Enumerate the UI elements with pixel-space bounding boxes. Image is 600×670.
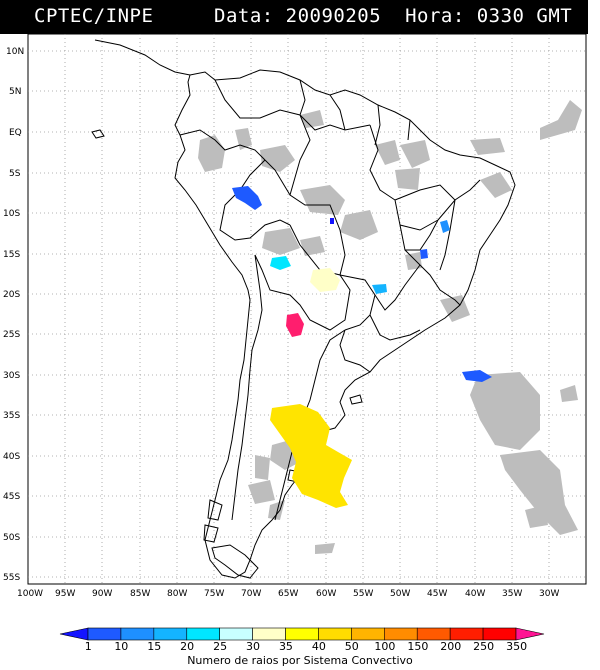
satellite-cloud-cover <box>198 100 582 554</box>
legend-tick-labels: 1 10 15 20 25 30 35 40 50 100 150 200 250 350 <box>0 640 600 654</box>
lat-label: 50S <box>3 533 20 543</box>
latitude-labels: 10N 5N EQ 5S 10S 15S 20S 25S 30S 35S 40S… <box>3 47 24 583</box>
longitude-labels: 100W 95W 90W 85W 80W 75W 70W 65W 60W 55W… <box>17 589 559 599</box>
source-label: CPTEC/INPE <box>34 5 154 27</box>
legend-tick-label: 50 <box>344 640 359 653</box>
lon-label: 90W <box>92 589 112 599</box>
legend-tick-label: 40 <box>311 640 326 653</box>
legend-tick-label: 10 <box>114 640 129 653</box>
lat-label: 10S <box>3 209 20 219</box>
lon-label: 85W <box>130 589 150 599</box>
legend-swatch <box>219 627 253 641</box>
convective-system-cluster <box>310 268 340 292</box>
lon-label: 55W <box>353 589 373 599</box>
lon-label: 65W <box>278 589 298 599</box>
legend-tick-label: 350 <box>506 640 528 653</box>
legend-end-triangle <box>59 627 89 641</box>
legend-tick-label: 250 <box>473 640 495 653</box>
convective-system-cluster <box>270 256 291 270</box>
convective-system-cluster <box>232 186 262 210</box>
date-value: 20090205 <box>285 5 382 27</box>
legend-colorbar <box>59 627 545 641</box>
lon-label: 40W <box>465 589 485 599</box>
time-label: Hora: <box>405 5 465 27</box>
lon-label: 80W <box>167 589 187 599</box>
lat-label: 5S <box>9 169 21 179</box>
lat-label: 55S <box>3 573 20 583</box>
legend-swatch <box>384 627 418 641</box>
map-header: CPTEC/INPE Data: 20090205 Hora: 0330 GMT <box>0 0 588 34</box>
legend-tick-label: 200 <box>440 640 462 653</box>
legend-end-triangle <box>515 627 545 641</box>
lon-label: 95W <box>55 589 75 599</box>
lon-label: 60W <box>316 589 336 599</box>
lat-label: 5N <box>9 87 21 97</box>
date-label: Data: <box>214 5 274 27</box>
legend-swatch <box>153 627 188 641</box>
convective-systems <box>232 186 492 508</box>
lon-label: 35W <box>502 589 522 599</box>
time-value: 0330 GMT <box>476 5 573 27</box>
lat-label: 15S <box>3 250 20 260</box>
lat-label: 30S <box>3 371 20 381</box>
date-time-label: Data: 20090205 Hora: 0330 GMT <box>214 5 572 27</box>
convective-system-cluster <box>270 404 352 508</box>
legend-tick-label: 100 <box>374 640 396 653</box>
convective-system-cluster <box>286 313 304 337</box>
legend-tick-label: 35 <box>278 640 293 653</box>
legend-swatch <box>87 627 122 641</box>
legend-tick-label: 15 <box>147 640 162 653</box>
legend-tick-label: 20 <box>180 640 195 653</box>
lon-label: 100W <box>17 589 43 599</box>
lat-label: 25S <box>3 330 20 340</box>
convective-system-cluster <box>372 284 387 294</box>
convective-system-cluster <box>420 249 428 259</box>
legend-swatch <box>416 627 451 641</box>
legend-swatch <box>351 627 385 641</box>
legend-swatch <box>285 627 319 641</box>
legend-tick-label: 30 <box>246 640 260 653</box>
legend-swatch <box>186 627 220 641</box>
lon-label: 45W <box>427 589 447 599</box>
legend-swatch <box>318 627 352 641</box>
legend-swatch <box>252 627 286 641</box>
legend-tick-label: 25 <box>213 640 228 653</box>
lat-label: 45S <box>3 492 20 502</box>
lat-label: 40S <box>3 452 20 462</box>
lat-label: 20S <box>3 290 20 300</box>
lon-label: 30W <box>539 589 559 599</box>
legend-swatch <box>449 627 484 641</box>
legend-swatch <box>482 627 517 641</box>
lat-label: 35S <box>3 411 20 421</box>
lat-label: EQ <box>9 128 22 138</box>
lon-label: 75W <box>204 589 224 599</box>
lon-label: 70W <box>241 589 261 599</box>
lat-label: 10N <box>6 47 24 57</box>
legend-tick-label: 1 <box>84 640 92 653</box>
convective-system-cluster <box>440 220 450 233</box>
lon-label: 50W <box>390 589 410 599</box>
convective-system-cluster <box>330 218 334 224</box>
legend-swatch <box>120 627 155 641</box>
legend-title: Numero de raios por Sistema Convectivo <box>187 654 413 667</box>
legend-tick-label: 150 <box>407 640 429 653</box>
convective-system-cluster <box>462 370 492 382</box>
